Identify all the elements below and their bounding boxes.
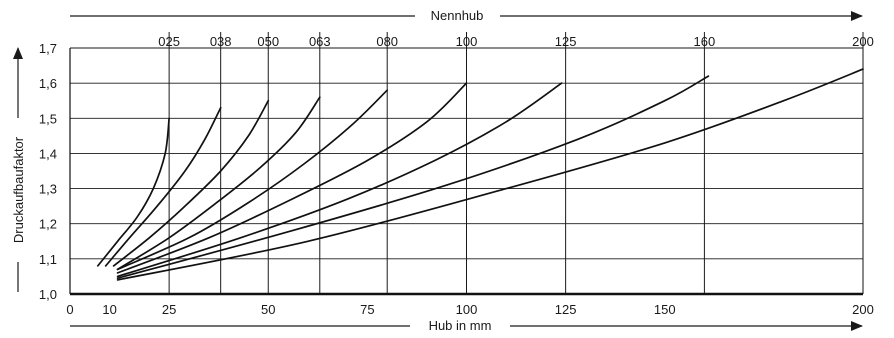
curve-025: [96, 117, 170, 267]
curve-100: [116, 82, 468, 274]
x-tick-label: 10: [102, 302, 116, 317]
nominal-label-160: 160: [694, 34, 716, 49]
nominal-label-063: 063: [309, 34, 331, 49]
nominal-label-200: 200: [852, 34, 874, 49]
nominal-label-080: 080: [376, 34, 398, 49]
series-curves: [96, 68, 864, 281]
y-axis-arrow: Druckaufbaufaktor: [11, 47, 26, 292]
nominal-label-038: 038: [210, 34, 232, 49]
top-axis-title: Nennhub: [431, 8, 484, 23]
top-axis-arrow: Nennhub: [70, 8, 863, 23]
y-tick-labels: 1,0 1,1 1,2 1,3 1,4 1,5 1,6 1,7: [39, 41, 57, 302]
nominal-label-025: 025: [158, 34, 180, 49]
x-tick-label: 50: [261, 302, 275, 317]
y-tick-label: 1,3: [39, 182, 57, 197]
curve-200: [116, 68, 864, 281]
nominal-label-125: 125: [555, 34, 577, 49]
y-axis-title: Druckaufbaufaktor: [11, 136, 26, 243]
nominal-label-050: 050: [257, 34, 279, 49]
curve-050: [112, 99, 270, 267]
curve-063: [116, 96, 321, 271]
x-axis-title: Hub in mm: [429, 318, 492, 333]
x-tick-label: 200: [852, 302, 874, 317]
curve-080: [116, 89, 389, 271]
y-tick-label: 1,7: [39, 41, 57, 56]
x-tick-label: 100: [456, 302, 478, 317]
x-tick-label: 25: [162, 302, 176, 317]
nominal-label-100: 100: [456, 34, 478, 49]
curve-160: [116, 75, 710, 280]
y-tick-label: 1,1: [39, 252, 57, 267]
curve-038: [104, 106, 222, 267]
x-tick-label: 125: [555, 302, 577, 317]
curve-125: [116, 82, 563, 278]
y-tick-label: 1,4: [39, 146, 57, 161]
x-tick-label: 75: [360, 302, 374, 317]
x-tick-label: 150: [654, 302, 676, 317]
x-tick-label: 0: [66, 302, 73, 317]
y-tick-label: 1,6: [39, 76, 57, 91]
x-axis-arrow: Hub in mm: [70, 318, 863, 333]
x-tick-labels: 0 10 25 50 75 100 125 150 200: [66, 302, 873, 317]
plot-frame: [69, 42, 864, 296]
y-tick-label: 1,0: [39, 287, 57, 302]
y-tick-label: 1,2: [39, 217, 57, 232]
y-tick-label: 1,5: [39, 111, 57, 126]
